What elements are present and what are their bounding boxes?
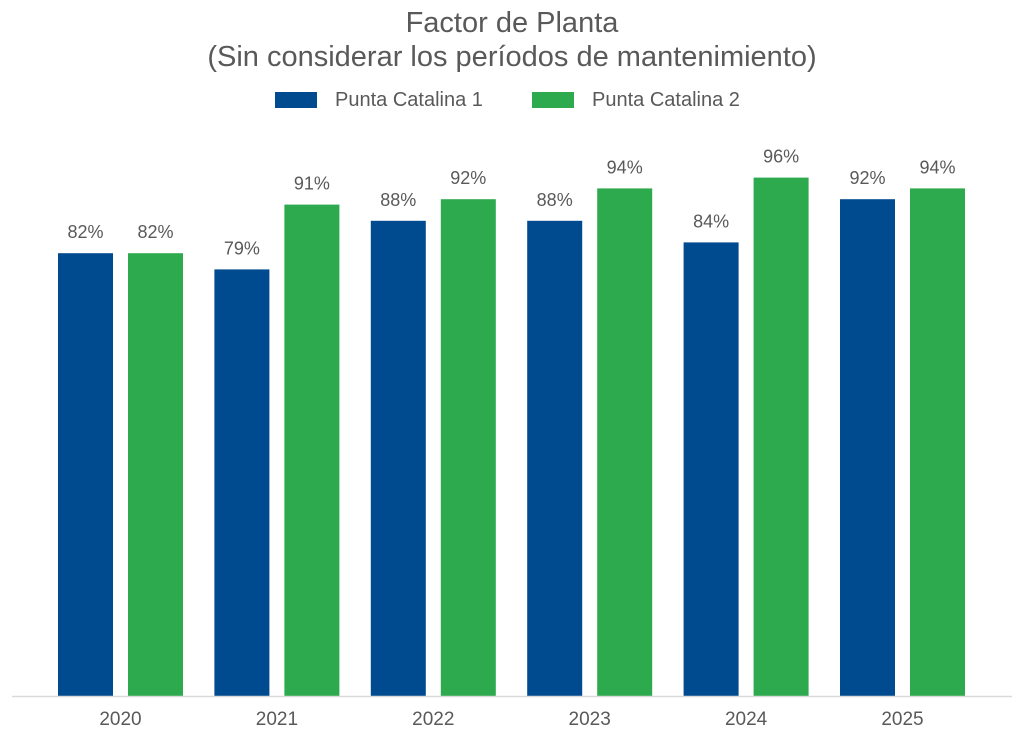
data-label-2025-series-2: 94%	[919, 157, 955, 177]
bar-2023-series-1	[527, 220, 583, 697]
data-label-2021-series-1: 79%	[224, 238, 260, 258]
data-label-2023-series-1: 88%	[537, 190, 573, 210]
legend-label-series-2: Punta Catalina 2	[592, 88, 740, 111]
bar-2025-series-1	[840, 199, 895, 696]
bar-2021-series-1	[214, 269, 270, 696]
bar-2022-series-2	[440, 199, 496, 696]
bar-2020-series-1	[58, 253, 113, 696]
data-label-2020-series-1: 82%	[67, 222, 103, 242]
data-label-2022-series-2: 92%	[450, 168, 486, 188]
data-label-2022-series-1: 88%	[380, 190, 416, 210]
bar-2021-series-2	[284, 204, 340, 696]
x-tick-label-2022: 2022	[412, 709, 454, 730]
bar-2020-series-2	[128, 253, 183, 696]
legend-swatch-series-2	[532, 92, 574, 108]
chart-legend: Punta Catalina 1 Punta Catalina 2	[0, 86, 1024, 114]
x-tick-label-2024: 2024	[725, 709, 768, 730]
chart-subtitle: (Sin considerar los períodos de mantenim…	[207, 41, 817, 73]
x-tick-label-2023: 2023	[569, 709, 611, 730]
legend-item-series-2: Punta Catalina 2	[532, 86, 740, 114]
data-label-2020-series-2: 82%	[137, 222, 173, 242]
bar-2022-series-1	[370, 220, 426, 697]
bar-2024-series-2	[753, 177, 809, 697]
data-label-2024-series-1: 84%	[693, 211, 729, 231]
bar-2025-series-2	[910, 188, 965, 696]
data-label-2025-series-1: 92%	[849, 168, 885, 188]
data-label-2023-series-2: 94%	[607, 157, 643, 177]
bar-2023-series-2	[597, 188, 653, 696]
bar-2024-series-1	[683, 242, 739, 696]
data-label-2021-series-2: 91%	[294, 174, 330, 194]
data-label-2024-series-2: 96%	[763, 147, 799, 167]
legend-item-series-1: Punta Catalina 1	[275, 86, 483, 114]
x-tick-label-2025: 2025	[881, 709, 923, 730]
x-tick-label-2020: 2020	[99, 709, 141, 730]
legend-swatch-series-1	[275, 92, 317, 108]
chart-title: Factor de Planta	[405, 7, 619, 39]
x-tick-label-2021: 2021	[256, 709, 298, 730]
legend-label-series-1: Punta Catalina 1	[335, 88, 483, 111]
